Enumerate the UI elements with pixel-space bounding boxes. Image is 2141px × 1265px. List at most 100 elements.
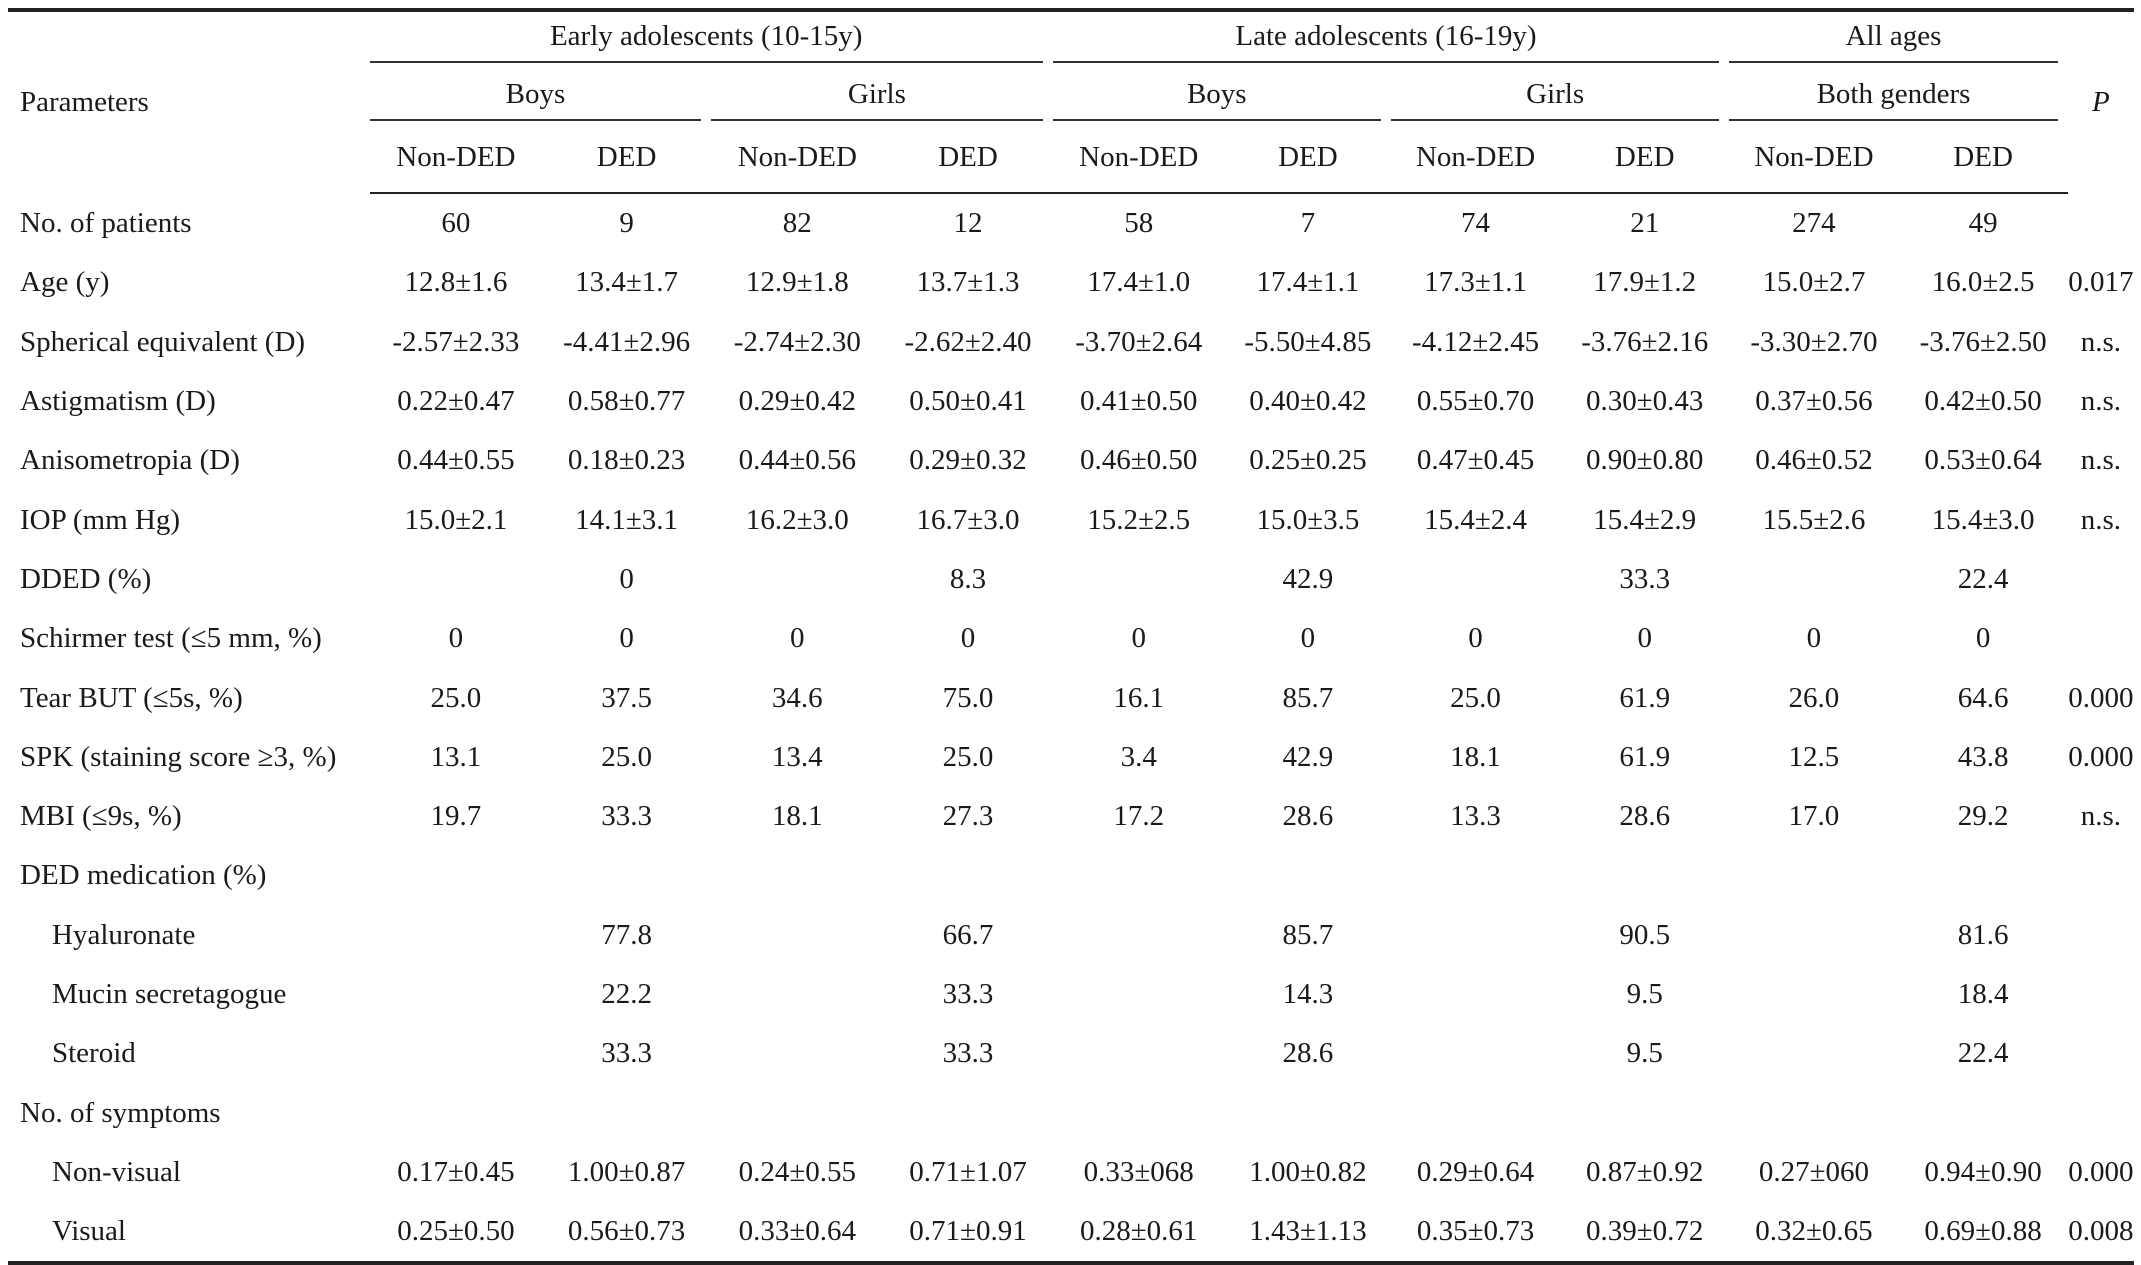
table-cell: 74	[1461, 207, 1491, 240]
table-cell: 0.40±0.42	[1249, 385, 1367, 418]
table-cell: 43.8	[1957, 740, 2009, 773]
table-cell: 15.4±3.0	[1931, 503, 2035, 536]
row-label: DDED (%)	[20, 562, 152, 595]
table-cell: 58	[1124, 207, 1154, 240]
table-cell: -4.12±2.45	[1412, 325, 1540, 358]
table-cell: 0.29±0.42	[738, 385, 857, 418]
table-cell: 0.29±0.64	[1416, 1155, 1535, 1188]
table-row: Steroid 33.3 33.3 28.6 9.5 22.4	[8, 1024, 2134, 1083]
p-value-cell	[2068, 906, 2134, 965]
row-label: Schirmer test (≤5 mm, %)	[20, 622, 322, 655]
table-cell: 42.9	[1282, 740, 1334, 773]
table-cell	[711, 965, 883, 1024]
table-cell: 28.6	[1282, 1037, 1334, 1070]
table-cell	[1729, 965, 1898, 1024]
p-value-cell: 0.017	[2068, 266, 2134, 299]
table-cell: 0	[1300, 622, 1316, 655]
p-value-header: P	[2091, 86, 2110, 118]
row-label: Hyaluronate	[52, 918, 196, 951]
row-label: No. of patients	[20, 206, 192, 239]
subgroup-header-all-both: Both genders	[1729, 70, 2067, 128]
subgroup-header-early-girls: Girls	[711, 70, 1052, 128]
table-cell: 34.6	[771, 681, 823, 714]
table-cell: 0.25±0.50	[369, 1202, 543, 1265]
table-cell: 27.3	[942, 800, 994, 833]
table-cell	[370, 965, 542, 1024]
table-row: DED medication (%)	[8, 846, 2134, 905]
p-value-cell: n.s.	[2080, 800, 2121, 833]
table-cell: 0.46±0.52	[1755, 444, 1873, 477]
row-label: Steroid	[52, 1037, 136, 1070]
table-cell: 14.3	[1282, 978, 1334, 1010]
table-row: Mucin secretagogue 22.2 33.3 14.3 9.5 18.4	[8, 965, 2134, 1024]
table-cell: 9.5	[1626, 978, 1663, 1010]
table-row: Visual 0.25±0.50 0.56±0.73 0.33±0.64 0.71±0.…	[8, 1202, 2134, 1265]
table-cell: -3.70±2.64	[1075, 325, 1203, 358]
table-cell: 66.7	[942, 918, 994, 951]
group-header-early-label: Early adolescents (10-15y)	[369, 20, 1043, 63]
table-cell	[1053, 550, 1225, 609]
table-row: Anisometropia (D) 0.44±0.55 0.18±0.23 0.44±…	[8, 431, 2134, 490]
table-cell: 25.0	[430, 681, 482, 714]
row-label: SPK (staining score ≥3, %)	[20, 740, 337, 773]
table-cell: 7	[1300, 207, 1316, 240]
table-cell: 90.5	[1619, 918, 1671, 951]
table-cell: 0.55±0.70	[1416, 385, 1535, 418]
table-row: No. of symptoms	[8, 1083, 2134, 1142]
table-cell	[1053, 846, 1225, 905]
table-cell	[1053, 1083, 1225, 1142]
table-cell	[1729, 1083, 1898, 1142]
table-cell: 28.6	[1282, 800, 1334, 833]
table-cell: 17.9±1.2	[1593, 266, 1697, 299]
table-cell: 0.25±0.25	[1249, 444, 1367, 477]
table-cell: 33.3	[942, 978, 994, 1010]
table-row: Schirmer test (≤5 mm, %) 0 0 0 0 0 0 0 0 0 0	[8, 609, 2134, 668]
table-row: IOP (mm Hg) 15.0±2.1 14.1±3.1 16.2±3.0 16.7±…	[8, 490, 2134, 549]
table-row: Non-visual 0.17±0.45 1.00±0.87 0.24±0.55 0.7…	[8, 1143, 2134, 1202]
table-cell: 16.7±3.0	[916, 503, 1020, 536]
table-cell	[370, 1083, 542, 1142]
table-cell	[1729, 906, 1898, 965]
table-cell	[883, 846, 1052, 905]
table-cell	[1899, 846, 2068, 905]
row-label: IOP (mm Hg)	[20, 503, 181, 536]
column-header: DED	[883, 128, 1053, 194]
table-row: No. of patients 60 9 82 12 58 7 74 21 274 49	[8, 193, 2134, 253]
row-label: Visual	[8, 1202, 370, 1265]
table-cell: 13.4±1.7	[575, 266, 679, 299]
table-body: No. of patients 60 9 82 12 58 7 74 21 274 49 Age (y…	[8, 193, 2134, 1265]
p-value-cell	[2068, 550, 2134, 609]
table-cell: 15.4±2.9	[1593, 503, 1697, 536]
subgroup-header-late-boys: Boys	[1052, 70, 1391, 128]
group-header-early: Early adolescents (10-15y)	[369, 10, 1053, 70]
table-cell: 0.71±1.07	[909, 1155, 1027, 1188]
table-cell	[370, 550, 542, 609]
p-value-cell: 0.000	[2068, 1155, 2134, 1188]
table-cell	[711, 550, 883, 609]
table-cell	[1899, 1083, 2068, 1142]
table-cell: 0.56±0.73	[542, 1202, 712, 1265]
table-cell: 0.87±0.92	[1586, 1155, 1704, 1188]
table-cell: 0.53±0.64	[1924, 444, 2042, 477]
table-cell: -2.57±2.33	[392, 325, 520, 358]
p-value-cell	[2068, 965, 2134, 1024]
table-cell: 17.0	[1788, 800, 1840, 833]
subgroup-header-early-boys: Boys	[369, 70, 711, 128]
table-cell: 0	[1975, 622, 1991, 655]
table-cell: 0.42±0.50	[1924, 385, 2042, 418]
p-value-cell	[2068, 846, 2134, 905]
table-cell: 0.33±0.64	[711, 1202, 884, 1265]
table-cell: 22.4	[1957, 562, 2009, 595]
p-value-cell: n.s.	[2080, 385, 2121, 418]
table-cell: 26.0	[1788, 681, 1840, 714]
table-cell: 33.3	[1619, 562, 1671, 595]
table-cell: 25.0	[601, 740, 652, 773]
table-cell: 15.0±2.1	[404, 503, 508, 536]
table-cell: -2.74±2.30	[733, 325, 861, 358]
table-cell: 61.9	[1619, 681, 1671, 714]
table-cell: 0.22±0.47	[397, 385, 515, 418]
p-value-cell: n.s.	[2080, 325, 2121, 358]
table-cell	[711, 1083, 883, 1142]
table-cell	[542, 1083, 711, 1142]
